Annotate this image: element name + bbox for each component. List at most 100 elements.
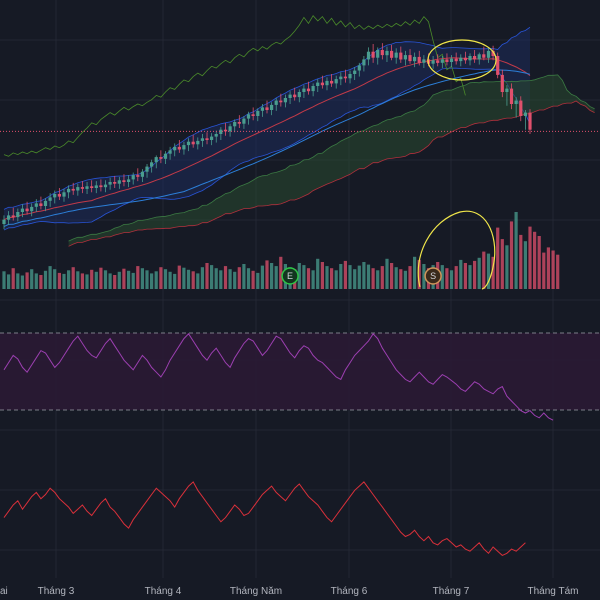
- volume-bar: [274, 266, 278, 289]
- volume-bar: [85, 274, 89, 289]
- candle-body: [431, 60, 435, 64]
- volume-bar: [140, 268, 144, 289]
- x-tick-label: Tháng 3: [38, 586, 75, 597]
- candle-body: [334, 79, 338, 84]
- x-tick-label: Tháng 4: [145, 586, 182, 597]
- candle-body: [108, 182, 112, 185]
- candle-body: [122, 180, 126, 182]
- candle-body: [500, 74, 504, 92]
- volume-bar: [546, 247, 550, 289]
- candle-body: [509, 88, 514, 104]
- candle-body: [528, 112, 532, 130]
- cloud-fill: [68, 74, 595, 247]
- volume-bar: [542, 252, 546, 289]
- volume-bar: [196, 273, 200, 289]
- earnings-icon[interactable]: [281, 267, 299, 285]
- volume-bar: [256, 272, 260, 289]
- candle-body: [297, 92, 301, 98]
- volume-bar: [306, 268, 311, 289]
- rsi-band: [0, 333, 600, 410]
- time-axis[interactable]: ai Tháng 3 Tháng 4 Tháng Năm Tháng 6 Thá…: [0, 586, 578, 597]
- earnings-label: E: [287, 271, 293, 281]
- volume-bar: [260, 265, 264, 289]
- volume-pane[interactable]: E S: [2, 210, 560, 290]
- candle-body: [177, 146, 181, 150]
- oscillator-pane[interactable]: [3, 481, 526, 556]
- candle-body: [283, 98, 287, 103]
- candle-body: [163, 153, 168, 159]
- candle-body: [325, 80, 329, 86]
- volume-bar: [16, 273, 20, 289]
- volume-bar: [519, 234, 523, 289]
- volume-bar: [514, 212, 518, 289]
- oscillator-line: [3, 481, 526, 556]
- dividend-label: S: [430, 271, 436, 281]
- volume-bar: [246, 268, 251, 289]
- candle-body: [505, 88, 509, 92]
- candle-body: [302, 88, 306, 92]
- candle-body: [486, 50, 491, 58]
- candle-body: [251, 114, 255, 116]
- candle-body: [43, 200, 48, 206]
- volume-bar: [380, 266, 384, 289]
- volume-bar: [357, 265, 361, 289]
- candle-body: [523, 112, 527, 116]
- volume-bar: [223, 266, 228, 289]
- volume-bar: [127, 270, 131, 289]
- volume-bar: [173, 273, 177, 289]
- volume-bar: [233, 271, 237, 289]
- candle-body: [279, 100, 283, 103]
- rsi-pane[interactable]: [0, 332, 600, 421]
- earnings-event-marker[interactable]: E: [281, 267, 299, 285]
- volume-bar: [528, 226, 532, 289]
- candle-body: [200, 138, 204, 141]
- candle-body: [48, 197, 52, 201]
- candle-body: [127, 179, 131, 182]
- dividend-event-marker[interactable]: S: [424, 267, 442, 285]
- candle-body: [173, 146, 177, 151]
- candle-body: [403, 55, 407, 60]
- volume-bar: [417, 259, 421, 289]
- candle-body: [477, 54, 481, 60]
- candle-body: [399, 52, 403, 60]
- volume-bar: [334, 270, 338, 289]
- volume-bar: [11, 268, 15, 289]
- volume-bar: [242, 264, 246, 289]
- candle-body: [468, 56, 472, 61]
- volume-bar: [473, 260, 477, 289]
- volume-bar: [34, 273, 38, 289]
- volume-bar: [76, 271, 80, 289]
- volume-bar: [94, 271, 98, 289]
- candle-body: [366, 51, 371, 60]
- volume-bar: [122, 268, 126, 289]
- volume-bar: [399, 269, 403, 289]
- candle-body: [2, 219, 6, 224]
- volume-bar: [422, 264, 426, 289]
- candle-body: [519, 100, 523, 116]
- volume-bar: [551, 250, 555, 289]
- candle-body: [136, 175, 140, 177]
- candle-body: [57, 194, 61, 197]
- volume-bar: [108, 273, 112, 289]
- volume-bar: [311, 270, 315, 289]
- volume-bar: [366, 264, 371, 289]
- volume-bar: [468, 265, 472, 289]
- volume-bar: [330, 268, 334, 289]
- volume-bar: [25, 272, 29, 289]
- candle-body: [131, 175, 135, 180]
- price-pane[interactable]: [0, 15, 600, 247]
- dividend-icon[interactable]: [424, 267, 442, 285]
- candle-body: [219, 129, 223, 134]
- candle-body: [459, 57, 463, 62]
- candle-body: [191, 141, 195, 145]
- candle-body: [260, 107, 264, 111]
- volume-bar: [353, 269, 357, 289]
- annotation-circle-price: [427, 39, 497, 81]
- volume-bar: [348, 265, 352, 289]
- candle-body: [256, 110, 260, 116]
- candle-body: [196, 140, 200, 145]
- volume-bar: [463, 263, 467, 289]
- rsi-line: [3, 332, 554, 421]
- candle-body: [30, 206, 34, 212]
